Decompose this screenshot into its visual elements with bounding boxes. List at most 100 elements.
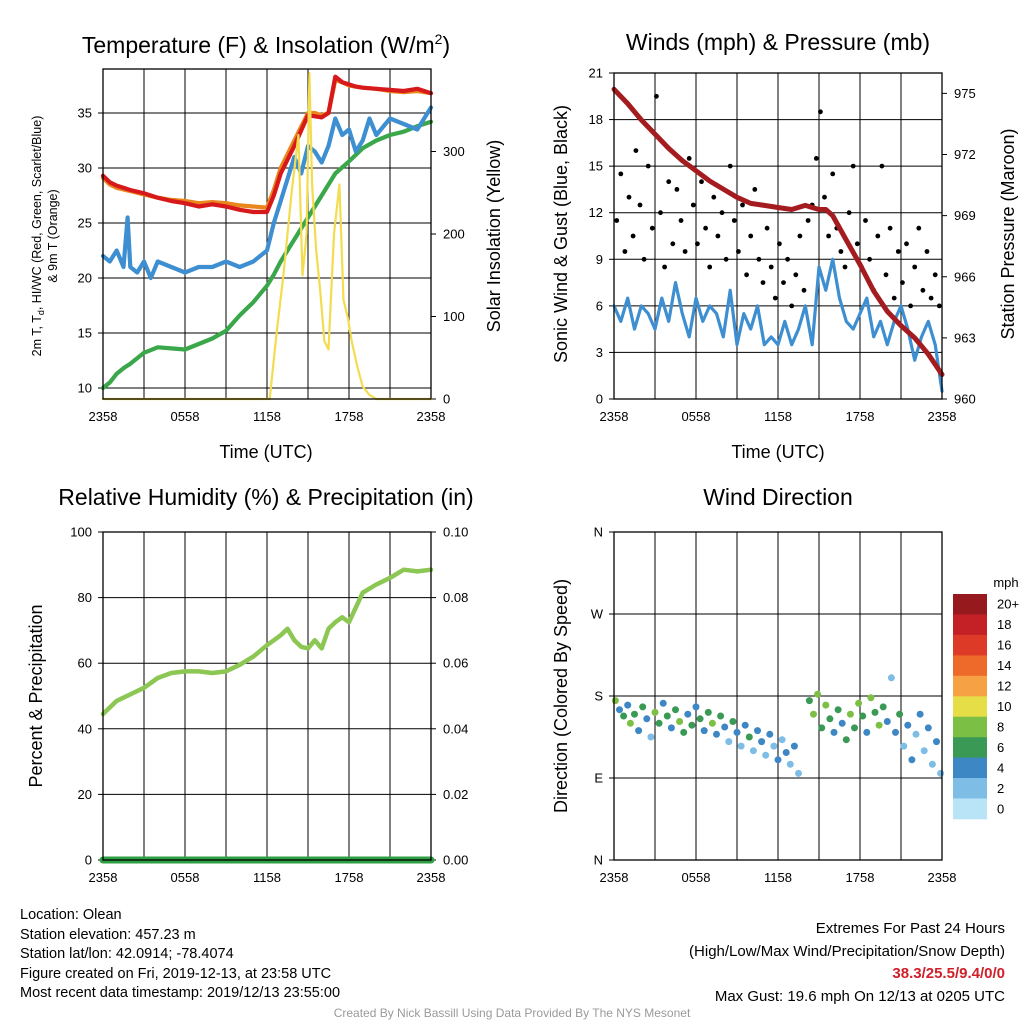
wind-direction-point — [611, 697, 619, 705]
credit-line: Created By Nick Bassill Using Data Provi… — [333, 1006, 691, 1020]
wind-direction-point — [688, 721, 696, 729]
winds-x-tick-label: 1158 — [764, 409, 792, 424]
wind-direction-point — [717, 712, 725, 720]
wind-gust-point — [830, 171, 836, 177]
wind-gust-point — [842, 264, 848, 270]
wind-direction-point — [778, 736, 786, 744]
wind-direction-point — [708, 719, 716, 727]
wind-gust-point — [887, 225, 893, 231]
wind-direction-point — [867, 694, 875, 702]
wind-gust-point — [645, 163, 651, 169]
wind-direction-point — [624, 701, 632, 709]
temperature-panel-title: Temperature (F) & Insolation (W/m2) — [82, 31, 450, 58]
wind-direction-point — [928, 760, 936, 768]
wind-gust-point — [850, 163, 856, 169]
wind-speed-legend-label: 10 — [997, 699, 1011, 714]
wind-gust-point — [678, 218, 684, 223]
wind-direction-point — [713, 730, 720, 738]
temperature-grid — [103, 69, 431, 399]
humidity-y-tick-label: 20 — [78, 787, 92, 802]
wind-direction-point — [896, 710, 904, 718]
temperature-y-right-tick-label: 200 — [443, 227, 465, 242]
wind-gust-point — [867, 256, 872, 262]
winds-y-tick-label: 12 — [589, 205, 603, 220]
wind-direction-point — [916, 710, 924, 718]
wind-gust-point — [719, 210, 725, 216]
wind-gust-point — [626, 194, 632, 200]
wind-gust-point — [772, 295, 778, 301]
wind-direction-point — [937, 769, 945, 777]
humidity-y-right-tick-label: 0.04 — [443, 721, 468, 736]
station-elevation: Station elevation: 457.23 m — [20, 926, 196, 943]
wind-speed-legend-label: 16 — [997, 638, 1011, 653]
wind-speed-legend-swatch — [953, 757, 987, 779]
humidity-y-axis-label: Percent & Precipitation — [26, 604, 46, 787]
wind-speed-legend-label: 4 — [997, 760, 1004, 775]
winds-y-right-tick-label: 963 — [954, 330, 976, 345]
wind-gust-point — [748, 233, 754, 239]
wind-speed-legend-swatch — [953, 594, 987, 615]
humidity-y-right-tick-label: 0.10 — [443, 525, 468, 540]
extremes-subtitle: (High/Low/Max Wind/Precipitation/Snow De… — [689, 942, 1005, 960]
wind-direction-point — [754, 727, 761, 735]
wind-speed-legend-swatch — [953, 696, 987, 718]
winds-panel-title: Winds (mph) & Pressure (mb) — [626, 29, 930, 55]
wind-direction-y-axis-label: Direction (Colored By Speed) — [551, 579, 571, 813]
wind-direction-point — [908, 756, 916, 764]
wind-direction-point — [663, 712, 671, 720]
wind-gust-point — [916, 225, 922, 231]
extremes-title: Extremes For Past 24 Hours — [815, 920, 1005, 937]
wind-direction-point — [838, 719, 846, 727]
wind-gust-point — [670, 241, 676, 247]
insolation-y-axis-label: Solar Insolation (Yellow) — [484, 140, 504, 332]
wind-gust-point — [666, 179, 672, 185]
temperature-x-tick-label: 2358 — [417, 409, 446, 424]
wind-direction-panel-title: Wind Direction — [703, 484, 853, 510]
wind-speed-legend-swatch — [953, 675, 987, 697]
wind-speed-legend-swatch — [953, 737, 987, 758]
wind-direction-point — [659, 699, 667, 707]
wind-chill-series-line — [100, 105, 434, 281]
temperature-y-right-tick-label: 300 — [443, 144, 465, 159]
humidity-panel: Relative Humidity (%) & Precipitation (i… — [26, 484, 474, 885]
wind-gust-point — [736, 249, 741, 254]
wind-direction-point — [826, 715, 834, 723]
wind-direction-point — [741, 721, 749, 729]
temperature-y-axis-label-line1: 2m T, Td, HI/WC (Red, Green, Scarlet/Blu… — [30, 116, 46, 357]
temperature-y-tick-label: 30 — [78, 161, 92, 176]
wind-gust-point — [690, 202, 696, 208]
wind-gust-point — [740, 202, 745, 208]
wind-gust-point — [813, 156, 819, 161]
dewpoint-series-line — [100, 119, 434, 391]
wind-speed-legend-label: 2 — [997, 781, 1004, 796]
wind-direction-y-tick-label: N — [594, 853, 603, 868]
wind-gust-point — [838, 249, 844, 254]
wind-gust-point — [785, 256, 790, 262]
wind-speed-legend-swatch — [953, 778, 987, 799]
pressure-y-axis-label: Station Pressure (Maroon) — [998, 128, 1018, 339]
wind-speed-legend-label: 0 — [997, 801, 1004, 816]
wind-gust-point — [752, 187, 758, 192]
wind-direction-point — [855, 699, 863, 707]
wind-gust-point — [920, 287, 926, 293]
wind-direction-grid — [614, 532, 942, 860]
temperature-y-tick-label: 20 — [78, 271, 92, 286]
winds-y-tick-label: 9 — [596, 252, 603, 267]
winds-panel: Winds (mph) & Pressure (mb) Time (UTC) S… — [551, 29, 1018, 462]
wind-direction-x-tick-label: 1158 — [764, 870, 792, 885]
wind-gust-point — [756, 256, 762, 262]
wind-direction-point — [745, 733, 753, 741]
humidity-x-tick-label: 1758 — [335, 870, 364, 885]
wind-direction-point — [875, 721, 883, 729]
wind-direction-point — [725, 738, 733, 746]
winds-y-tick-label: 3 — [596, 345, 603, 360]
humidity-x-tick-label: 1158 — [253, 870, 281, 885]
wind-direction-point — [851, 724, 858, 732]
temperature-y-tick-label: 35 — [78, 106, 92, 121]
wind-direction-point — [635, 727, 643, 735]
wind-direction-panel: Wind Direction Direction (Colored By Spe… — [551, 484, 956, 885]
wind-direction-point — [879, 703, 887, 711]
wind-gust-point — [879, 163, 885, 169]
humidity-y-tick-label: 60 — [78, 656, 92, 671]
humidity-plot-frame — [102, 531, 432, 861]
